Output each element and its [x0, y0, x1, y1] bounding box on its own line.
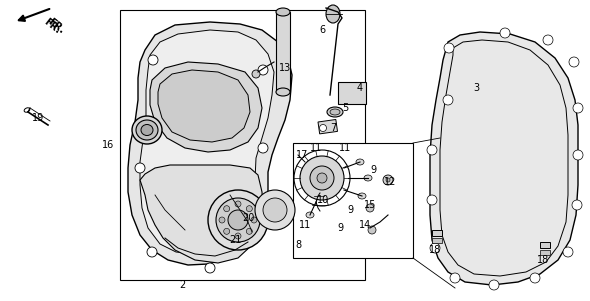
Circle shape — [569, 57, 579, 67]
Ellipse shape — [136, 120, 158, 140]
Bar — [540, 250, 550, 255]
Bar — [276, 12, 290, 92]
Circle shape — [443, 95, 453, 105]
Text: 11: 11 — [299, 220, 311, 230]
Text: 6: 6 — [319, 25, 325, 35]
Circle shape — [255, 190, 295, 230]
Polygon shape — [150, 62, 262, 152]
Text: 12: 12 — [384, 177, 396, 187]
Circle shape — [366, 204, 374, 212]
Polygon shape — [158, 70, 250, 142]
Bar — [293, 143, 413, 258]
Text: 11: 11 — [339, 143, 351, 153]
Text: FR.: FR. — [42, 17, 62, 36]
Circle shape — [258, 143, 268, 153]
Text: 15: 15 — [364, 200, 376, 210]
Polygon shape — [128, 22, 292, 265]
Circle shape — [216, 198, 260, 242]
Circle shape — [224, 228, 230, 234]
Text: 10: 10 — [317, 195, 329, 205]
Ellipse shape — [320, 125, 326, 132]
Text: 21: 21 — [229, 235, 241, 245]
Circle shape — [228, 210, 248, 230]
Circle shape — [257, 205, 267, 215]
Polygon shape — [140, 165, 263, 263]
Text: 3: 3 — [473, 83, 479, 93]
Circle shape — [383, 175, 393, 185]
Circle shape — [444, 43, 454, 53]
Text: 14: 14 — [359, 220, 371, 230]
Circle shape — [430, 243, 440, 253]
Text: 13: 13 — [279, 63, 291, 73]
Polygon shape — [430, 32, 578, 285]
Bar — [120, 10, 365, 280]
Circle shape — [489, 280, 499, 290]
Circle shape — [530, 273, 540, 283]
Text: 20: 20 — [242, 213, 254, 223]
Circle shape — [368, 226, 376, 234]
Polygon shape — [140, 30, 274, 254]
Circle shape — [205, 263, 215, 273]
Ellipse shape — [276, 8, 290, 16]
Circle shape — [573, 150, 583, 160]
Circle shape — [235, 201, 241, 207]
Text: FR.: FR. — [46, 17, 66, 36]
Text: 7: 7 — [330, 123, 336, 133]
Text: 5: 5 — [342, 103, 348, 113]
Circle shape — [310, 166, 334, 190]
Text: 16: 16 — [102, 140, 114, 150]
Circle shape — [246, 206, 253, 212]
Circle shape — [147, 247, 157, 257]
Ellipse shape — [141, 125, 153, 135]
Circle shape — [148, 55, 158, 65]
Text: 19: 19 — [32, 113, 44, 123]
Text: 9: 9 — [337, 223, 343, 233]
Text: 8: 8 — [295, 240, 301, 250]
Circle shape — [543, 35, 553, 45]
Circle shape — [219, 217, 225, 223]
Text: 4: 4 — [357, 83, 363, 93]
Bar — [432, 238, 442, 243]
Text: 9: 9 — [347, 205, 353, 215]
Ellipse shape — [358, 193, 366, 199]
Ellipse shape — [356, 159, 364, 165]
Ellipse shape — [326, 5, 340, 23]
Circle shape — [427, 195, 437, 205]
Circle shape — [224, 206, 230, 212]
Ellipse shape — [330, 109, 340, 115]
Circle shape — [386, 178, 390, 182]
Circle shape — [246, 228, 253, 234]
Circle shape — [450, 273, 460, 283]
Text: 9: 9 — [370, 165, 376, 175]
Circle shape — [258, 65, 268, 75]
Circle shape — [572, 200, 582, 210]
Circle shape — [135, 163, 145, 173]
Circle shape — [563, 247, 573, 257]
Circle shape — [300, 156, 344, 200]
Ellipse shape — [276, 88, 290, 96]
Bar — [318, 119, 337, 134]
Circle shape — [252, 70, 260, 78]
Ellipse shape — [24, 108, 30, 112]
Text: 18: 18 — [429, 245, 441, 255]
Circle shape — [263, 198, 287, 222]
Bar — [338, 82, 366, 104]
Ellipse shape — [327, 107, 343, 117]
Text: 2: 2 — [179, 280, 185, 290]
Text: 11: 11 — [310, 143, 322, 153]
Bar — [540, 242, 550, 248]
Circle shape — [500, 28, 510, 38]
Text: 17: 17 — [296, 150, 308, 160]
Text: 18: 18 — [537, 255, 549, 265]
Circle shape — [317, 173, 327, 183]
Circle shape — [208, 190, 268, 250]
Circle shape — [427, 145, 437, 155]
Circle shape — [251, 217, 257, 223]
Ellipse shape — [132, 116, 162, 144]
Ellipse shape — [306, 212, 314, 218]
Circle shape — [235, 233, 241, 239]
Circle shape — [573, 103, 583, 113]
Bar — [432, 230, 442, 236]
Ellipse shape — [364, 175, 372, 181]
